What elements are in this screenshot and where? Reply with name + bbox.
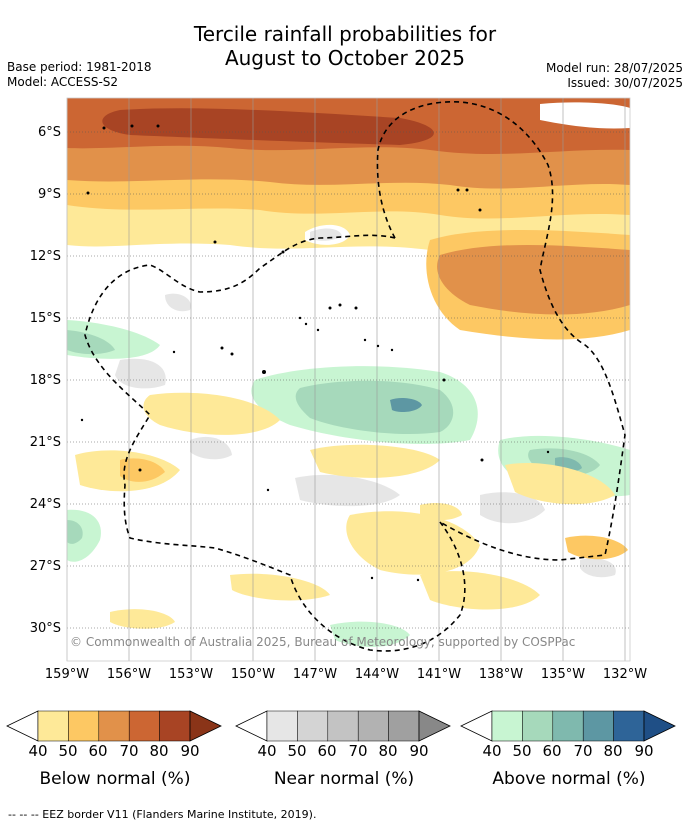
- legend-tick: 40: [257, 742, 277, 760]
- lon-label: 147°W: [293, 667, 337, 682]
- colorbar-extension-low: [6, 710, 39, 742]
- lon-label: 159°W: [45, 667, 89, 682]
- legend-tick: 80: [149, 742, 169, 760]
- lat-label: 24°S: [30, 497, 61, 512]
- map-title: Tercile rainfall probabilities for Augus…: [0, 22, 690, 70]
- meta-right: Model run: 28/07/2025 Issued: 30/07/2025: [546, 61, 683, 91]
- legend-tick: 70: [348, 742, 368, 760]
- lat-label: 21°S: [30, 435, 61, 450]
- legend-tick: 90: [409, 742, 429, 760]
- title-line-1: Tercile rainfall probabilities for: [193, 22, 497, 46]
- legend-tick: 80: [378, 742, 398, 760]
- colorbar-segment: [522, 710, 554, 742]
- eez-borders: [84, 101, 626, 652]
- model-name: Model: ACCESS-S2: [7, 75, 119, 89]
- latitude-labels: 6°S 9°S 12°S 15°S 18°S 21°S 24°S 27°S 30…: [30, 125, 61, 636]
- legend-tick: 70: [573, 742, 593, 760]
- colorbar-below: [6, 710, 222, 742]
- legend-above-normal: 40 50 60 70 80 90 Above normal (%): [459, 710, 679, 789]
- colorbar-segment: [327, 710, 359, 742]
- legend-ticks-above: 40 50 60 70 80 90: [459, 742, 679, 762]
- probability-map: 6°S 9°S 12°S 15°S 18°S 21°S 24°S 27°S 30…: [30, 97, 647, 682]
- lat-label: 15°S: [30, 311, 61, 326]
- lat-label: 30°S: [30, 621, 61, 636]
- colorbar-segment: [266, 710, 298, 742]
- legend-tick: 90: [180, 742, 200, 760]
- legend-tick: 50: [58, 742, 78, 760]
- lat-label: 12°S: [30, 249, 61, 264]
- legend-title-above: Above normal (%): [492, 769, 646, 789]
- map-gridlines-vertical: [66, 98, 626, 661]
- eez-footnote: -- -- -- EEZ border V11 (Flanders Marine…: [8, 808, 317, 821]
- island-specks: [80, 124, 550, 582]
- legend-tick: 80: [603, 742, 623, 760]
- colorbar-extension-high: [418, 710, 451, 742]
- model-run: Model run: 28/07/2025: [545, 61, 683, 75]
- map-fill-layer: [67, 98, 630, 661]
- legend-tick: 60: [317, 742, 337, 760]
- lon-label: 156°W: [107, 667, 151, 682]
- legend-tick: 40: [482, 742, 502, 760]
- lon-label: 153°W: [169, 667, 213, 682]
- legend-tick: 60: [88, 742, 108, 760]
- colorbar-extension-high: [643, 710, 676, 742]
- colorbar-segment: [388, 710, 420, 742]
- legend-near-normal: 40 50 60 70 80 90 Near normal (%): [234, 710, 454, 789]
- legend-title-near: Near normal (%): [273, 769, 415, 789]
- colorbar-segment: [357, 710, 389, 742]
- lat-label: 6°S: [38, 125, 61, 140]
- colorbar-near: [235, 710, 451, 742]
- issued-date: Issued: 30/07/2025: [567, 76, 683, 90]
- lon-label: 135°W: [541, 667, 585, 682]
- legend-below-normal: 40 50 60 70 80 90 Below normal (%): [5, 710, 225, 789]
- lon-label: 144°W: [355, 667, 399, 682]
- copyright-notice: © Commonwealth of Australia 2025, Bureau…: [70, 635, 575, 649]
- lon-label: 141°W: [417, 667, 461, 682]
- legend-tick: 70: [119, 742, 139, 760]
- title-line-2: August to October 2025: [224, 46, 466, 70]
- lat-label: 18°S: [30, 373, 61, 388]
- colorbar-segment: [159, 710, 191, 742]
- lon-label: 138°W: [479, 667, 523, 682]
- legend-ticks-below: 40 50 60 70 80 90: [5, 742, 225, 762]
- longitude-labels: 159°W 156°W 153°W 150°W 147°W 144°W 141°…: [45, 667, 647, 682]
- lon-label: 150°W: [231, 667, 275, 682]
- map-gridlines: [67, 131, 630, 629]
- colorbar-segment: [491, 710, 523, 742]
- colorbar-segment: [98, 710, 130, 742]
- colorbar-segment: [613, 710, 645, 742]
- legend-tick: 90: [634, 742, 654, 760]
- colorbar-segment: [128, 710, 160, 742]
- colorbar-segment: [68, 710, 100, 742]
- colorbar-extension-low: [460, 710, 493, 742]
- base-period: Base period: 1981-2018: [7, 60, 152, 74]
- legend-tick: 50: [287, 742, 307, 760]
- colorbar-extension-low: [235, 710, 268, 742]
- legend-tick: 60: [542, 742, 562, 760]
- lat-label: 27°S: [30, 559, 61, 574]
- colorbar-segment: [37, 710, 69, 742]
- colorbar-segment: [297, 710, 329, 742]
- colorbar-above: [460, 710, 676, 742]
- legend-tick: 50: [512, 742, 532, 760]
- colorbar-segment: [582, 710, 614, 742]
- colorbar-extension-high: [189, 710, 222, 742]
- legend-title-below: Below normal (%): [39, 769, 191, 789]
- lat-label: 9°S: [38, 187, 61, 202]
- colorbar-segment: [552, 710, 584, 742]
- meta-left: Base period: 1981-2018 Model: ACCESS-S2: [7, 60, 152, 90]
- legend-ticks-near: 40 50 60 70 80 90: [234, 742, 454, 762]
- lon-label: 132°W: [603, 667, 647, 682]
- legend-tick: 40: [28, 742, 48, 760]
